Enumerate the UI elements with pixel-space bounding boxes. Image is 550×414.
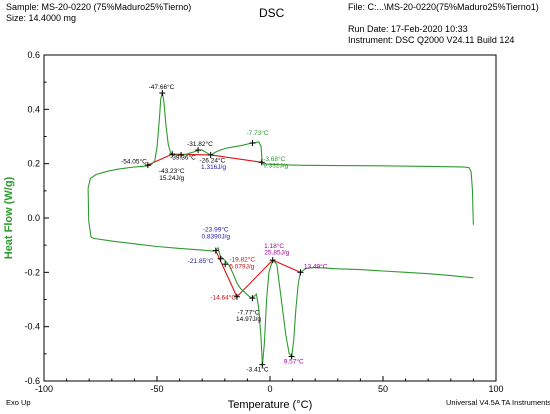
- annotation-label: -3.68°C: [263, 155, 285, 163]
- chart-curves: [87, 92, 474, 365]
- chart-annotations: -47.66°C -54.05°C -43.23°C15.24J/g -39.36°C…: [121, 83, 328, 374]
- annotation-label: -7.73°C: [247, 129, 269, 137]
- annotation-label: -54.05°C: [121, 158, 147, 166]
- annotation-label: -26.24°C: [200, 156, 226, 164]
- software-label: Universal V4.5A TA Instruments: [446, 398, 550, 407]
- y-axis-label: Heat Flow (W/g): [3, 176, 15, 259]
- sample-size: Size: 14.4000 mg: [6, 13, 77, 23]
- annotation-label: 0.8390J/g: [201, 233, 230, 240]
- x-tick-label: 0: [267, 384, 272, 394]
- baseline-segment: [147, 153, 173, 166]
- chart-markers: [144, 90, 304, 368]
- annotation-label: -19.82°C: [229, 255, 255, 263]
- baseline-segment: [272, 259, 301, 273]
- run-date: Run Date: 17-Feb-2020 10:33: [348, 24, 468, 34]
- baseline-segment: [210, 154, 262, 163]
- sample-label: Sample: MS-20-0220 (75%Maduro25%Tierno): [6, 2, 192, 12]
- annotation-label: -7.77°C: [237, 308, 259, 316]
- annotation-label: 9.332J/g: [263, 163, 288, 170]
- chart-axes: -100 -50 0 50 100 -0.6 -0.4 -0.2 0.0 0.2 0.4 0.6 Tem…: [3, 50, 504, 411]
- annotation-label: 25.85J/g: [264, 250, 289, 257]
- plot-frame: [43, 54, 497, 382]
- annotation-label: 5.079J/g: [229, 263, 254, 270]
- baseline-segment: [172, 153, 211, 156]
- annotation-label: 15.24J/g: [159, 175, 184, 182]
- annotation-label: -3.41°C: [247, 365, 269, 373]
- annotation-label: 9.57°C: [284, 357, 304, 365]
- annotation-label: 14.97J/g: [236, 316, 261, 323]
- instrument-info: Instrument: DSC Q2000 V24.11 Build 124: [348, 35, 515, 45]
- annotation-label: 1.18°C: [264, 242, 284, 250]
- heating-curve-line: [87, 92, 474, 225]
- annotation-label: -23.99°C: [203, 226, 229, 234]
- y-tick-label: -0.4: [24, 322, 40, 332]
- x-tick-label: -100: [35, 384, 53, 394]
- exo-up-label: Exo Up: [6, 398, 31, 407]
- annotation-label: -43.23°C: [159, 167, 185, 175]
- y-tick-label: 0.0: [27, 213, 40, 223]
- annotation-label: -14.64°C: [210, 294, 236, 302]
- x-tick-label: 100: [488, 384, 503, 394]
- x-tick-label: 50: [378, 384, 388, 394]
- annotation-label: -39.36°C: [170, 154, 196, 162]
- x-tick-label: -50: [150, 384, 163, 394]
- annotation-label: -47.66°C: [149, 83, 175, 91]
- file-path: File: C:...\MS-20-0220(75%Maduro25%Tiern…: [348, 2, 539, 12]
- y-tick-label: 0.6: [27, 50, 40, 60]
- y-tick-label: -0.6: [24, 376, 40, 386]
- annotation-label: 1.316J/g: [201, 164, 226, 171]
- annotation-label: -21.85°C: [188, 257, 214, 265]
- annotation-label: 13.49°C: [304, 262, 328, 270]
- x-axis-label: Temperature (°C): [228, 399, 312, 411]
- chart-title: DSC: [259, 6, 285, 20]
- y-tick-label: 0.2: [27, 159, 40, 169]
- annotation-label: -31.82°C: [187, 140, 213, 148]
- y-tick-label: -0.2: [24, 267, 40, 277]
- cooling-curve-line: [87, 188, 474, 365]
- y-tick-label: 0.4: [27, 104, 40, 114]
